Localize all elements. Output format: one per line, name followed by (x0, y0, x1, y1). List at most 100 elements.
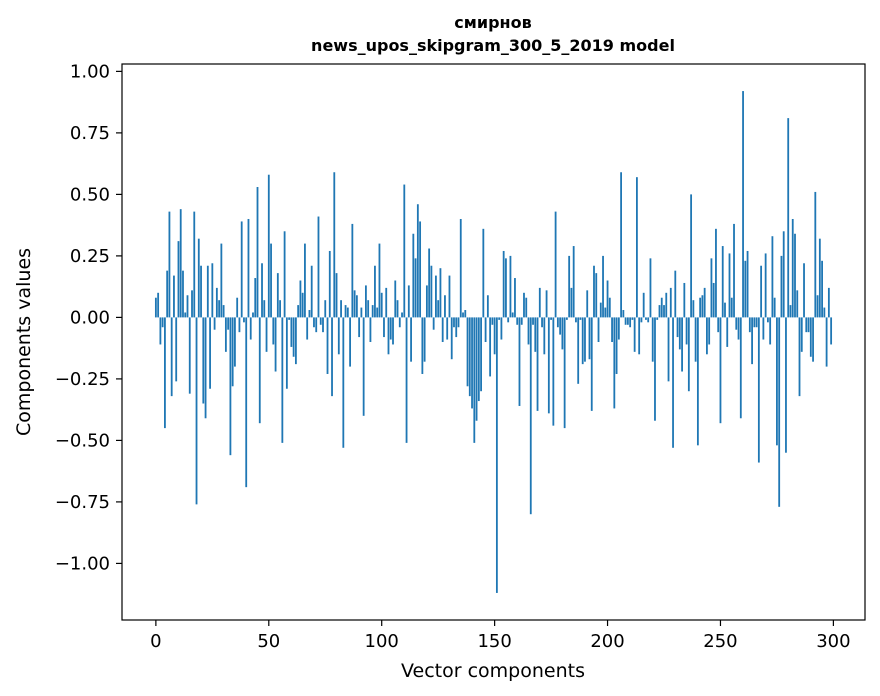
bar (430, 265, 433, 318)
bar (197, 238, 200, 318)
bar (331, 317, 333, 397)
bar (435, 275, 437, 318)
bar (333, 172, 336, 318)
bar (326, 317, 329, 374)
bar (186, 295, 189, 318)
bar (554, 211, 557, 318)
bar (281, 317, 284, 443)
bar (502, 250, 505, 318)
bar (773, 297, 776, 318)
bar (678, 317, 681, 350)
bar (378, 243, 381, 318)
bar (416, 204, 419, 318)
bar (624, 317, 627, 325)
bar (236, 297, 239, 318)
x-tick-label: 0 (150, 631, 161, 652)
bar (703, 287, 706, 318)
bar (403, 184, 406, 318)
bar (473, 317, 476, 443)
bar (611, 317, 613, 342)
bar (687, 317, 690, 392)
bar (706, 317, 708, 355)
bar (405, 317, 408, 443)
bar (534, 317, 537, 352)
bar (586, 290, 589, 318)
bar (552, 317, 555, 426)
bar (200, 265, 202, 318)
bar (791, 218, 794, 318)
bar (748, 317, 751, 333)
bar (159, 317, 162, 345)
bar (615, 317, 618, 374)
bar (263, 300, 266, 318)
bar (692, 300, 695, 318)
bar (401, 312, 403, 318)
bar (376, 307, 379, 318)
y-tick-label: 1.00 (70, 61, 110, 82)
bar (710, 258, 713, 318)
bar (340, 300, 342, 318)
bar (663, 305, 665, 318)
bar (448, 275, 451, 318)
bar (712, 282, 715, 318)
bar (179, 209, 182, 318)
bar (360, 307, 363, 318)
bar (365, 285, 367, 318)
bar (466, 317, 469, 387)
bar (561, 317, 564, 350)
bar (613, 317, 616, 409)
bar (778, 317, 781, 507)
bar (753, 317, 756, 328)
bar (161, 317, 164, 328)
bar (708, 317, 711, 345)
bar (206, 265, 209, 318)
x-axis-label: Vector components (401, 660, 585, 682)
bar (593, 265, 595, 318)
bar (500, 317, 503, 340)
bar (274, 317, 277, 372)
bar (545, 290, 548, 318)
bar (620, 172, 622, 318)
bar (681, 317, 683, 372)
bar (249, 317, 252, 340)
bar (520, 317, 523, 325)
bar (516, 317, 519, 325)
bar (724, 302, 726, 318)
bar (818, 238, 821, 318)
bar (649, 258, 652, 318)
bar (827, 287, 830, 318)
y-axis-label: Components values (13, 248, 35, 436)
bar (715, 228, 717, 318)
bar (261, 263, 263, 318)
bar (457, 317, 460, 328)
y-axis-ticks: 1.00 0.75 0.50 0.25 0.00 −0.25 −0.50 −0.75 −1.00 (55, 61, 122, 574)
bar (335, 273, 338, 318)
bar (407, 285, 410, 318)
bar (823, 307, 826, 318)
bar (477, 317, 480, 402)
bar (633, 317, 636, 352)
bar (471, 317, 473, 409)
bar (272, 317, 275, 345)
bar (735, 317, 738, 330)
bar (685, 317, 688, 345)
bar (538, 287, 541, 318)
bar (742, 91, 744, 318)
bar (265, 317, 268, 352)
bar (173, 275, 175, 318)
bar (310, 265, 313, 318)
bar (358, 317, 361, 338)
bar (658, 305, 661, 318)
bar (728, 253, 731, 318)
bar (523, 292, 525, 318)
bar (175, 317, 178, 382)
bar (665, 292, 668, 318)
bar (229, 317, 232, 456)
bar (529, 317, 532, 515)
bar (209, 317, 211, 389)
bar (694, 317, 697, 362)
bar (412, 233, 415, 318)
bar (769, 317, 772, 345)
bar (170, 317, 173, 397)
